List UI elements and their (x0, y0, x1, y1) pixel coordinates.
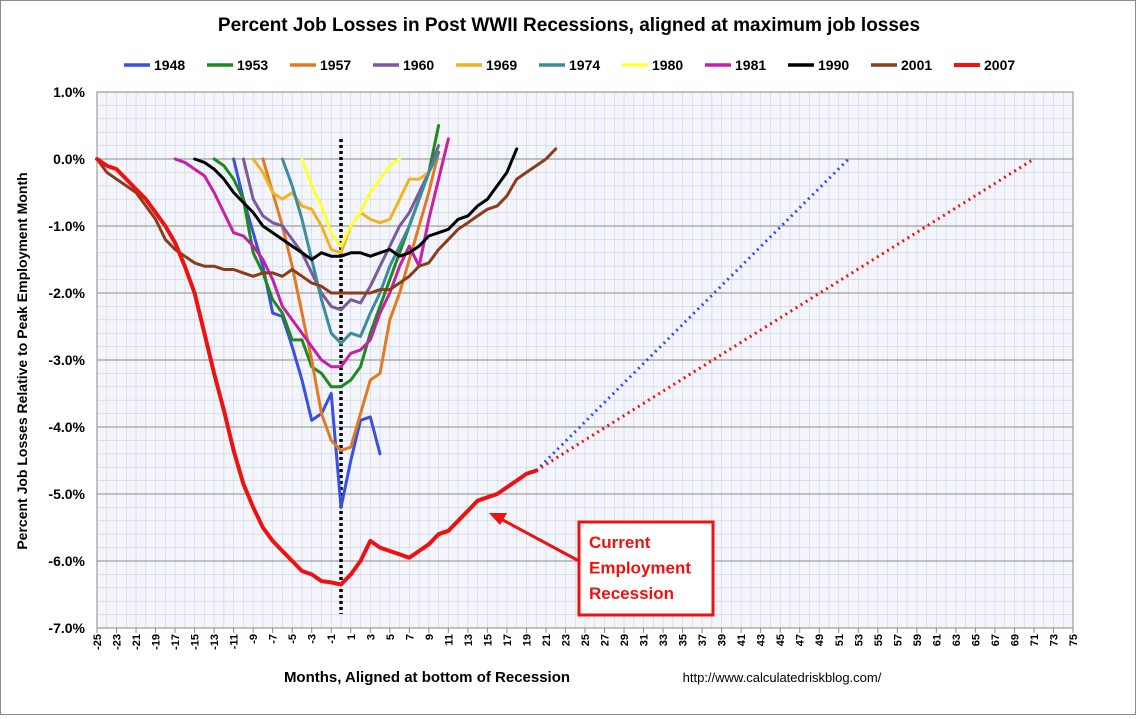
x-tick-label: 69 (1009, 634, 1021, 646)
legend-label-1980: 1980 (652, 57, 683, 73)
x-tick-label: 33 (658, 634, 670, 646)
legend-label-1974: 1974 (569, 57, 600, 73)
x-tick-label: 45 (775, 634, 787, 646)
x-tick-label: 23 (560, 634, 572, 646)
x-tick-label: -15 (190, 634, 202, 650)
series-line-1980 (300, 157, 402, 248)
x-tick-label: 51 (834, 634, 846, 646)
x-tick-label: 21 (541, 634, 553, 646)
x-tick-label: 49 (814, 634, 826, 646)
x-tick-label: 35 (678, 634, 690, 646)
series-line-2007 (95, 157, 539, 587)
x-tick-label: 41 (736, 634, 748, 646)
annotation-box (577, 520, 715, 617)
y-tick-label: -4.0% (48, 419, 85, 435)
y-tick-label: 1.0% (53, 84, 85, 100)
x-tick-label: 39 (717, 634, 729, 646)
legend-label-1960: 1960 (403, 57, 434, 73)
series-line-2001 (95, 147, 558, 295)
series-line-1969 (251, 157, 431, 255)
x-tick-label: -9 (248, 634, 260, 644)
y-tick-label: -5.0% (48, 486, 85, 502)
x-tick-label: 5 (385, 634, 397, 640)
x-tick-label: 71 (1029, 634, 1041, 646)
x-tick-label: 63 (951, 634, 963, 646)
legend: 1948 1953 1957 1960 1969 1974 1980 1981 1990 2001… (124, 57, 1015, 73)
x-tick-label: 73 (1048, 634, 1060, 646)
annotation-arrowhead (489, 513, 507, 525)
x-axis-label: Months, Aligned at bottom of Recession (284, 669, 570, 686)
y-tick-label: -7.0% (48, 620, 85, 636)
x-tick-label: 75 (1068, 634, 1080, 646)
x-tick-label: 19 (521, 634, 533, 646)
y-tick-label: -1.0% (48, 218, 85, 234)
x-tick-label: -1 (326, 634, 338, 644)
x-tick-label: 31 (639, 634, 651, 646)
series-line-1981 (173, 137, 450, 369)
annotation-text: Recession (589, 584, 674, 603)
y-tick-label: -6.0% (48, 553, 85, 569)
x-tick-label: 47 (795, 634, 807, 646)
x-tick-label: 1 (346, 634, 358, 640)
x-tick-label: 37 (697, 634, 709, 646)
x-tick-label: -23 (112, 634, 124, 650)
legend-label-1990: 1990 (818, 57, 849, 73)
series-line-1960 (241, 144, 441, 312)
y-tick-label: -2.0% (48, 285, 85, 301)
x-tick-label: 27 (600, 634, 612, 646)
x-tick-label: 9 (424, 634, 436, 640)
x-tick-label: 57 (892, 634, 904, 646)
series-line-1948 (232, 157, 382, 509)
series-line-1957 (261, 150, 441, 452)
x-tick-label: -19 (151, 634, 163, 650)
x-tick-label: 25 (580, 634, 592, 646)
source-url: http://www.calculatedriskblog.com/ (683, 670, 882, 685)
x-tick-label: 29 (619, 634, 631, 646)
x-tick-label: 65 (970, 634, 982, 646)
y-axis-label: Percent Job Losses Relative to Peak Empl… (14, 172, 30, 549)
legend-label-2007: 2007 (984, 57, 1015, 73)
x-tick-label: 11 (443, 634, 455, 646)
legend-label-1953: 1953 (237, 57, 268, 73)
x-tick-label: 67 (990, 634, 1002, 646)
x-tick-label: -13 (209, 634, 221, 650)
legend-label-1981: 1981 (735, 57, 766, 73)
legend-label-1948: 1948 (154, 57, 185, 73)
x-tick-label: -21 (131, 634, 143, 650)
legend-label-1957: 1957 (320, 57, 351, 73)
x-tick-label: 3 (365, 634, 377, 640)
annotation-text: Current (589, 533, 651, 552)
x-tick-label: 59 (912, 634, 924, 646)
chart-title: Percent Job Losses in Post WWII Recessio… (218, 15, 920, 36)
y-tick-label: -3.0% (48, 352, 85, 368)
legend-label-1969: 1969 (486, 57, 517, 73)
x-tick-label: -7 (268, 634, 280, 644)
series-line-1974 (280, 150, 441, 345)
plot-area: 1.0% 0.0% -1.0% -2.0% -3.0% -4.0% -5.0% -6.0% -7… (48, 84, 1080, 650)
projection-line (535, 157, 850, 472)
x-tick-label: -5 (287, 634, 299, 644)
annotation-text: Employment (589, 559, 691, 578)
annotation-arrow-shaft (500, 517, 580, 563)
x-tick-label: 17 (502, 634, 514, 646)
x-tick-label: 61 (931, 634, 943, 646)
x-tick-label: -3 (307, 634, 319, 644)
y-tick-label: 0.0% (53, 151, 85, 167)
x-tick-label: 15 (482, 634, 494, 646)
x-tick-label: -25 (92, 634, 104, 650)
x-tick-label: 13 (463, 634, 475, 646)
series-line-1990 (193, 147, 519, 261)
x-tick-label: 53 (853, 634, 865, 646)
x-tick-label: -17 (170, 634, 182, 650)
x-tick-label: 55 (873, 634, 885, 646)
x-tick-label: 7 (404, 634, 416, 640)
legend-label-2001: 2001 (901, 57, 932, 73)
annotation: Current Employment Recession (489, 513, 715, 617)
x-tick-label: 43 (756, 634, 768, 646)
projection-line (535, 157, 1035, 472)
x-tick-label: -11 (229, 634, 241, 649)
